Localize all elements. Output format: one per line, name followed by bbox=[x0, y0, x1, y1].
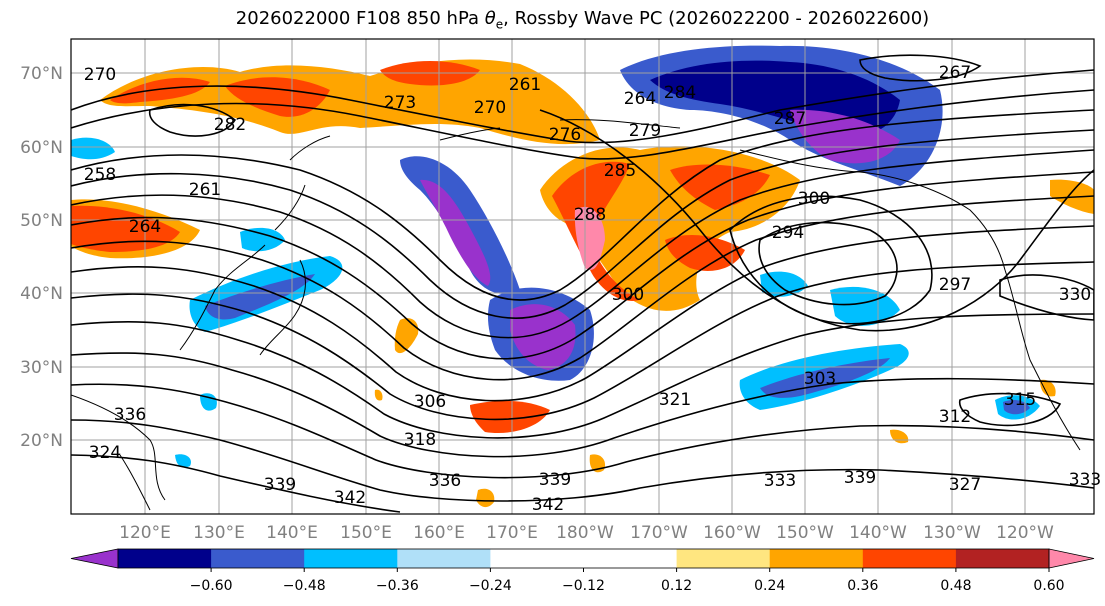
colorbar-tick-label: −0.60 bbox=[190, 578, 233, 594]
contour-label: 330 bbox=[1059, 285, 1091, 305]
latitude-label: 50°N bbox=[20, 211, 63, 231]
longitude-label: 150°W bbox=[776, 523, 834, 543]
contour-label: 297 bbox=[939, 275, 971, 295]
contour-label: 285 bbox=[604, 161, 636, 181]
coastlines bbox=[71, 119, 1081, 511]
latitude-label: 60°N bbox=[20, 138, 63, 158]
colorbar-tick-label: 0.24 bbox=[754, 578, 785, 594]
contour-label: 273 bbox=[384, 93, 416, 113]
colorbar: −0.60 −0.48 −0.36 −0.24 −0.12 0.12 0.24 0.36 0.4… bbox=[70, 548, 1095, 594]
contour-label: 288 bbox=[574, 205, 606, 225]
latitude-label: 40°N bbox=[20, 284, 63, 304]
contour-label: 276 bbox=[549, 125, 581, 145]
longitude-label: 120°E bbox=[119, 523, 171, 543]
contour-label: 287 bbox=[774, 109, 806, 129]
colorbar-segment bbox=[397, 549, 491, 568]
colorbar-tick-label: 0.36 bbox=[847, 578, 878, 594]
latitude-labels: 70°N 60°N 50°N 40°N 30°N 20°N bbox=[20, 64, 63, 451]
positive-anomaly-shading bbox=[71, 59, 1094, 508]
contour-label: 342 bbox=[532, 495, 564, 515]
longitude-label: 140°E bbox=[266, 523, 318, 543]
contour-label: 306 bbox=[414, 392, 446, 412]
map-title: 2026022000 F108 850 hPa θe, Rossby Wave … bbox=[235, 8, 930, 32]
latitude-label: 30°N bbox=[20, 358, 63, 378]
contour-label: 336 bbox=[429, 471, 461, 491]
contour-label: 264 bbox=[129, 217, 161, 237]
contour-label: 270 bbox=[474, 98, 506, 118]
contour-label: 294 bbox=[772, 223, 804, 243]
contour-label: 312 bbox=[939, 407, 971, 427]
colorbar-tick-label: 0.12 bbox=[661, 578, 692, 594]
colorbar-segment bbox=[862, 549, 957, 568]
colorbar-tick-label: −0.24 bbox=[469, 578, 512, 594]
contour-label: 270 bbox=[84, 65, 116, 85]
contour-label: 282 bbox=[214, 115, 246, 135]
contour-label: 333 bbox=[764, 471, 796, 491]
colorbar-segment bbox=[490, 549, 584, 568]
colorbar-tick-label: 0.60 bbox=[1033, 578, 1064, 594]
contour-label: 339 bbox=[264, 475, 296, 495]
theta-e-contours bbox=[71, 54, 1094, 513]
contour-label: 339 bbox=[539, 470, 571, 490]
contour-label: 336 bbox=[114, 405, 146, 425]
contour-label: 258 bbox=[84, 165, 116, 185]
contour-label: 300 bbox=[612, 285, 644, 305]
longitude-label: 160°E bbox=[413, 523, 465, 543]
graticule bbox=[71, 39, 1094, 514]
longitude-label: 130°E bbox=[193, 523, 245, 543]
longitude-label: 150°E bbox=[340, 523, 392, 543]
contour-label: 267 bbox=[939, 63, 971, 83]
contour-label: 324 bbox=[89, 443, 121, 463]
longitude-label: 120°W bbox=[996, 523, 1054, 543]
contour-label: 327 bbox=[949, 475, 981, 495]
contour-label: 284 bbox=[664, 83, 696, 103]
longitude-label: 130°W bbox=[923, 523, 981, 543]
longitude-label: 170°W bbox=[630, 523, 688, 543]
longitude-label: 160°W bbox=[703, 523, 761, 543]
colorbar-extend-max bbox=[1048, 548, 1095, 569]
contour-label: 264 bbox=[624, 89, 656, 109]
contour-label: 333 bbox=[1069, 470, 1101, 490]
contour-label: 342 bbox=[334, 488, 366, 508]
contour-label: 261 bbox=[189, 180, 221, 200]
contour-label: 315 bbox=[1004, 390, 1036, 410]
map-frame bbox=[70, 38, 1095, 515]
colorbar-extend-min bbox=[70, 548, 119, 569]
colorbar-tick-label: 0.48 bbox=[940, 578, 971, 594]
colorbar-segment bbox=[676, 549, 771, 568]
contour-label: 339 bbox=[844, 468, 876, 488]
contour-label: 261 bbox=[509, 75, 541, 95]
colorbar-segment bbox=[211, 549, 305, 568]
colorbar-tick-label: −0.12 bbox=[562, 578, 605, 594]
contour-label: 318 bbox=[404, 430, 436, 450]
contour-label: 300 bbox=[798, 189, 830, 209]
colorbar-segment bbox=[769, 549, 864, 568]
colorbar-segment bbox=[304, 549, 398, 568]
contour-label: 321 bbox=[659, 390, 691, 410]
longitude-label: 140°W bbox=[849, 523, 907, 543]
latitude-label: 70°N bbox=[20, 64, 63, 84]
colorbar-tick-label: −0.48 bbox=[283, 578, 326, 594]
contour-label: 279 bbox=[629, 121, 661, 141]
shaded-field bbox=[71, 39, 1094, 514]
colorbar-segment bbox=[118, 549, 212, 568]
longitude-label: 170°E bbox=[486, 523, 538, 543]
colorbar-segment bbox=[955, 549, 1050, 568]
longitude-label: 180°W bbox=[556, 523, 614, 543]
colorbar-segment bbox=[583, 549, 678, 568]
longitude-labels: 120°E 130°E 140°E 150°E 160°E 170°E 180°W 170°W… bbox=[119, 523, 1054, 543]
contour-label: 303 bbox=[804, 369, 836, 389]
latitude-label: 20°N bbox=[20, 431, 63, 451]
colorbar-tick-label: −0.36 bbox=[376, 578, 419, 594]
